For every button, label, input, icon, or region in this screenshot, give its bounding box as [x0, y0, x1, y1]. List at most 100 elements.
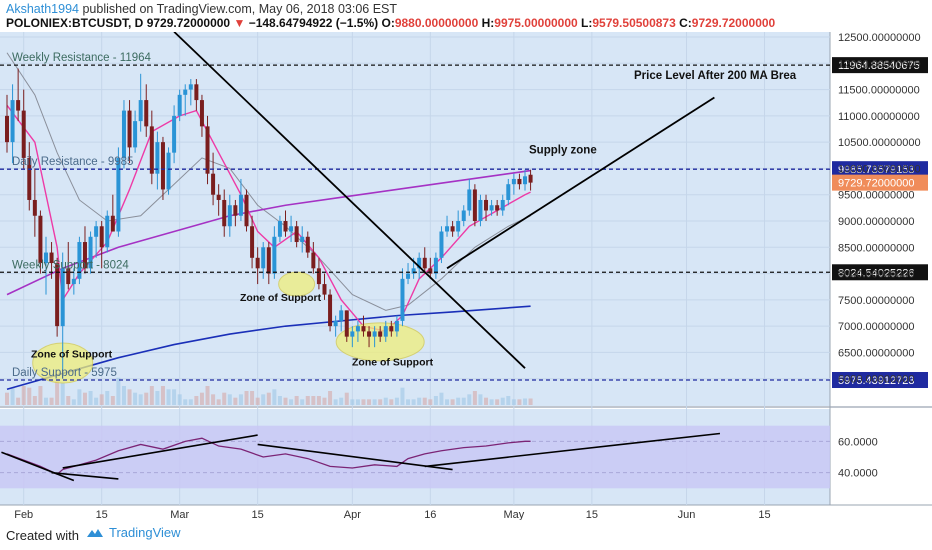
volume-bar: [467, 394, 472, 405]
published-text: published on TradingView.com, May 06, 20…: [82, 2, 398, 16]
candle-body: [361, 326, 366, 332]
candle-body: [149, 126, 154, 174]
volume-bar: [138, 394, 143, 405]
candle-body: [333, 320, 338, 327]
ma-200-line: [6, 169, 531, 296]
price-tick-label: 11500.00000000: [838, 85, 920, 97]
candle-body: [528, 174, 533, 183]
zone-of-support-label: Zone of Support: [31, 348, 113, 360]
candle-body: [172, 115, 177, 153]
volume-bar: [77, 389, 82, 405]
candle-body: [355, 326, 360, 332]
time-axis: Feb 15 Mar 15 Apr 16 May 15 Jun 15: [14, 509, 770, 520]
volume-bar: [472, 391, 477, 405]
volume-bar: [523, 398, 528, 405]
candle-body: [428, 268, 433, 274]
zone-of-support-label: Zone of Support: [352, 356, 434, 368]
candle-body: [99, 226, 104, 248]
volume-bar: [43, 397, 48, 405]
high-value: 9975.00000000: [494, 16, 578, 30]
candle-body: [506, 184, 511, 200]
volume-bar: [517, 399, 522, 405]
rsi-trendline: [257, 443, 453, 471]
volume-bar: [160, 386, 165, 405]
publish-info: Akshath1994 published on TradingView.com…: [6, 2, 397, 16]
level-axis-label: 8024.54025226: [838, 267, 914, 279]
candle-body: [289, 226, 294, 232]
rsi-pane: [0, 425, 830, 489]
volume-bar: [428, 399, 433, 405]
time-tick-label: Mar: [170, 509, 189, 520]
level-label: Weekly Support - 8024: [12, 259, 129, 271]
rsi-trendline: [424, 432, 721, 468]
candle-body: [5, 115, 9, 143]
candle-body: [155, 142, 160, 174]
candle-body: [311, 252, 316, 269]
low-label: L:: [581, 16, 593, 30]
candle-body: [283, 221, 288, 232]
level-label: Daily Support - 5975: [12, 367, 117, 379]
volume-bar: [411, 399, 416, 405]
volume-bar: [172, 389, 177, 405]
volume-bar: [99, 394, 104, 405]
footer: Created with TradingView: [0, 520, 932, 550]
tradingview-logo[interactable]: TradingView: [86, 525, 181, 540]
level-label: Daily Resistance - 9985: [12, 156, 133, 168]
volume-bar: [322, 397, 327, 405]
author-link[interactable]: Akshath1994: [6, 2, 79, 16]
candle-body: [422, 257, 427, 269]
candle-body: [183, 89, 188, 95]
candle-body: [272, 236, 277, 274]
close-label: C:: [679, 16, 692, 30]
volume-bar: [456, 397, 461, 405]
candle-body: [166, 152, 171, 190]
close-value: 9729.72000000: [691, 16, 776, 30]
down-arrow-icon: ▼: [233, 16, 246, 30]
volume-bar: [49, 397, 54, 405]
candle-body: [188, 84, 193, 90]
volume-bar: [16, 397, 21, 405]
price-tick-label: 6500.00000000: [838, 347, 914, 359]
candle-body: [244, 194, 249, 227]
candle-body: [411, 268, 416, 274]
candle-body: [222, 199, 227, 227]
volume-bar: [110, 396, 115, 405]
volume-bar: [500, 397, 505, 405]
volume-bar: [339, 397, 344, 405]
price-tick-label: 8000.00000000: [838, 269, 914, 281]
candle-body: [71, 278, 76, 285]
candle-body: [227, 205, 232, 227]
candle-body: [433, 257, 438, 274]
candle-body: [277, 221, 282, 237]
candle-body: [60, 268, 65, 327]
candle-body: [495, 205, 500, 211]
candle-body: [49, 252, 54, 264]
candle-body: [32, 199, 37, 216]
candle-body: [511, 178, 516, 185]
candle-body: [160, 142, 165, 190]
candle-body: [121, 110, 126, 158]
candle-body: [10, 100, 15, 143]
candle-body: [205, 126, 210, 174]
rsi-tick-label: 40.0000: [838, 468, 878, 480]
price-tick-label: 10500.00000000: [838, 137, 921, 149]
volume-bar: [5, 392, 9, 405]
volume-bar: [38, 386, 43, 405]
price-chart[interactable]: Weekly Resistance - 11964 Daily Resistanc…: [0, 32, 932, 520]
candle-body: [38, 215, 43, 264]
volume-bar: [227, 394, 232, 405]
price-level-annotation: Price Level After 200 MA Brea: [634, 70, 797, 82]
volume-bar: [21, 386, 26, 405]
tradingview-icon: [87, 528, 103, 537]
volume-bar: [484, 397, 489, 405]
volume-bar: [133, 392, 138, 405]
time-tick-label: May: [503, 509, 524, 520]
candle-body: [105, 215, 110, 248]
volume-bar: [400, 387, 405, 405]
volume-bar: [261, 394, 266, 405]
open-value: 9880.00000000: [394, 16, 479, 30]
candle-body: [43, 252, 48, 264]
volume-bar: [82, 392, 87, 405]
volume-bar: [155, 391, 160, 405]
last-price-label: 9729.72000000: [838, 178, 914, 190]
